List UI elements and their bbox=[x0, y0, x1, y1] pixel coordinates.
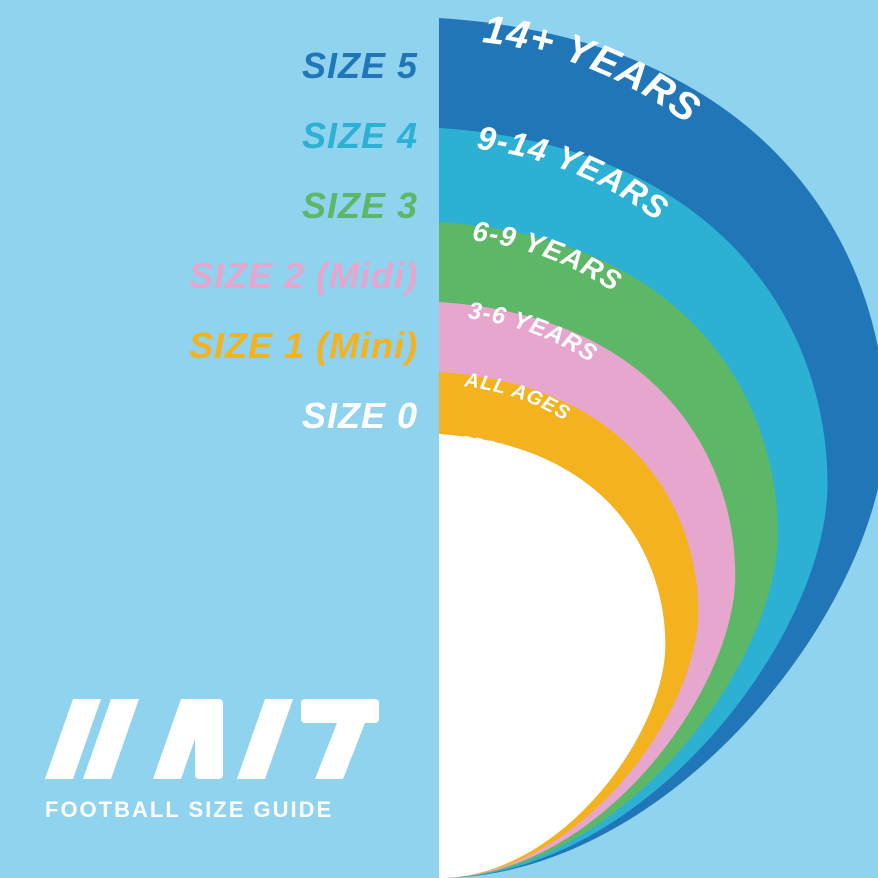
size-label-size2: SIZE 2 (Midi) bbox=[189, 255, 418, 297]
size-label-text: SIZE 3 bbox=[302, 185, 418, 226]
size-label-size0: SIZE 0 bbox=[302, 395, 418, 437]
size-label-size3: SIZE 3 bbox=[302, 185, 418, 227]
size-label-size5: SIZE 5 bbox=[302, 45, 418, 87]
size-label-size4: SIZE 4 bbox=[302, 115, 418, 157]
size-label-sub: (Midi) bbox=[316, 255, 418, 296]
size-label-text: SIZE 2 bbox=[189, 255, 316, 296]
size-label-sub: (Mini) bbox=[316, 325, 418, 366]
guide-title: FOOTBALL SIZE GUIDE bbox=[45, 797, 385, 823]
size-label-text: SIZE 0 bbox=[302, 395, 418, 436]
arcs-container bbox=[439, 0, 878, 878]
size-label-text: SIZE 1 bbox=[189, 325, 316, 366]
arcs-svg bbox=[439, 0, 878, 878]
logo-icon bbox=[45, 694, 385, 784]
size-label-size1: SIZE 1 (Mini) bbox=[189, 325, 418, 367]
size-label-text: SIZE 4 bbox=[302, 115, 418, 156]
logo-block: FOOTBALL SIZE GUIDE bbox=[45, 694, 385, 823]
size-label-text: SIZE 5 bbox=[302, 45, 418, 86]
